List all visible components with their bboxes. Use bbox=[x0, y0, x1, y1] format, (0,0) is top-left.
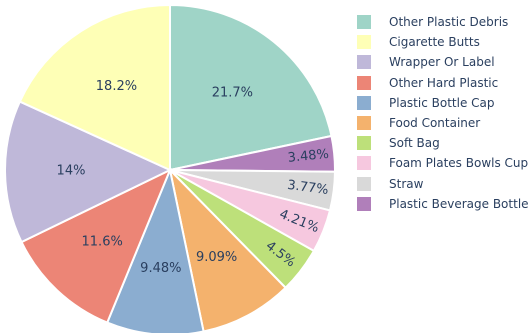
pie-slice-label-plastic-bottle-cap: 9.48% bbox=[140, 261, 181, 276]
legend-label: Plastic Beverage Bottle bbox=[389, 196, 528, 211]
legend-swatch bbox=[357, 95, 371, 110]
pie-slices bbox=[4, 3, 337, 333]
legend-label: Food Container bbox=[389, 116, 481, 131]
pie-slice-label-wrapper-or-label: 14% bbox=[57, 164, 86, 179]
pie-slice-label-other-plastic-debris: 21.7% bbox=[212, 86, 253, 101]
pie-slice-label-straw: 3.77% bbox=[286, 178, 329, 198]
legend-item-straw[interactable]: Straw bbox=[357, 174, 528, 194]
legend-item-plastic-beverage-bottle[interactable]: Plastic Beverage Bottle bbox=[357, 194, 528, 214]
legend-item-other-hard-plastic[interactable]: Other Hard Plastic bbox=[357, 73, 528, 93]
legend-swatch bbox=[357, 156, 371, 171]
legend-swatch bbox=[357, 15, 371, 30]
legend-label: Wrapper Or Label bbox=[389, 55, 495, 70]
pie-slice-label-other-hard-plastic: 11.6% bbox=[82, 235, 123, 250]
legend-swatch bbox=[357, 176, 371, 191]
legend-item-wrapper-or-label[interactable]: Wrapper Or Label bbox=[357, 52, 528, 72]
legend-label: Other Plastic Debris bbox=[389, 15, 509, 30]
legend-swatch bbox=[357, 196, 371, 211]
pie-slice-label-cigarette-butts: 18.2% bbox=[96, 79, 137, 94]
legend-item-food-container[interactable]: Food Container bbox=[357, 113, 528, 133]
legend-swatch bbox=[357, 136, 371, 151]
legend-label: Other Hard Plastic bbox=[389, 75, 499, 90]
legend-item-other-plastic-debris[interactable]: Other Plastic Debris bbox=[357, 12, 528, 32]
pie-slice-label-food-container: 9.09% bbox=[196, 250, 237, 265]
legend-swatch bbox=[357, 75, 371, 90]
legend-item-soft-bag[interactable]: Soft Bag bbox=[357, 133, 528, 153]
legend-swatch bbox=[357, 35, 371, 50]
legend-label: Plastic Bottle Cap bbox=[389, 95, 495, 110]
pie-slice-food-container[interactable] bbox=[168, 166, 287, 333]
legend-label: Cigarette Butts bbox=[389, 35, 480, 50]
pie-slice-plastic-bottle-cap[interactable] bbox=[105, 166, 205, 333]
legend-item-plastic-bottle-cap[interactable]: Plastic Bottle Cap bbox=[357, 93, 528, 113]
legend-swatch bbox=[357, 55, 371, 70]
legend-swatch bbox=[357, 116, 371, 131]
pie-slice-labels: 21.7%3.48%3.77%4.21%4.5%9.09%9.48%11.6%1… bbox=[57, 79, 330, 276]
legend-label: Soft Bag bbox=[389, 136, 440, 151]
legend-item-foam-plates-bowls-cup[interactable]: Foam Plates Bowls Cup bbox=[357, 153, 528, 173]
pie-slice-other-hard-plastic[interactable] bbox=[20, 167, 172, 324]
legend-label: Foam Plates Bowls Cup bbox=[389, 156, 528, 171]
pie-slice-cigarette-butts[interactable] bbox=[18, 3, 171, 172]
legend-label: Straw bbox=[389, 176, 424, 191]
legend-item-cigarette-butts[interactable]: Cigarette Butts bbox=[357, 32, 528, 52]
pie-slice-other-plastic-debris[interactable] bbox=[169, 3, 333, 172]
chart-legend: Other Plastic Debris Cigarette Butts Wrapp… bbox=[357, 12, 528, 214]
pie-slice-label-plastic-beverage-bottle: 3.48% bbox=[287, 147, 330, 166]
pie-slice-wrapper-or-label[interactable] bbox=[4, 100, 173, 244]
